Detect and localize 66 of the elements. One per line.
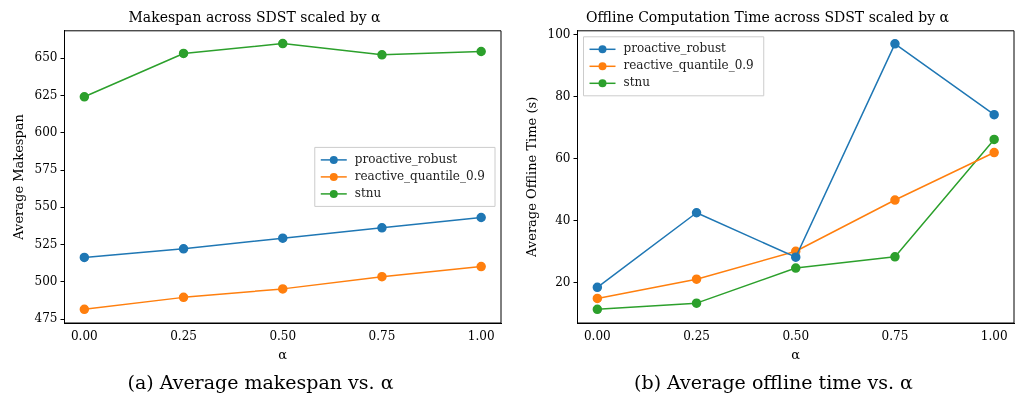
point (79, 92, 90, 102)
y-tick-label: 600 (34, 124, 58, 139)
legend-label: stnu (354, 186, 382, 201)
point (592, 293, 603, 304)
point (592, 282, 603, 293)
point (890, 252, 900, 262)
chart-title: Offline Computation Time across SDST scaled by α (586, 9, 950, 26)
point (178, 48, 189, 59)
y-axis-title: Average Makespan (11, 113, 27, 241)
y-tick-label: 60 (555, 150, 571, 165)
point (691, 208, 702, 218)
x-tick-label: 1.00 (467, 329, 495, 344)
point (79, 304, 90, 315)
x-tick-label: 1.00 (980, 329, 1008, 344)
x-tick-label: 0.00 (583, 329, 611, 344)
point (989, 109, 999, 120)
x-tick-label: 0.75 (881, 329, 909, 344)
point (377, 50, 387, 60)
point (377, 223, 387, 233)
x-tick-label: 0.00 (70, 329, 98, 344)
y-tick-label: 550 (34, 199, 58, 214)
point (476, 212, 486, 223)
text: (b) Average offline time vs. α (634, 371, 913, 393)
point (890, 39, 900, 49)
y-tick-label: 80 (555, 88, 571, 103)
point (178, 292, 189, 303)
x-tick-label: 0.75 (368, 329, 396, 344)
x-tick-label: 0.25 (170, 329, 197, 344)
point (476, 261, 486, 272)
x-tick-label: 0.50 (782, 329, 810, 344)
point (989, 134, 999, 145)
point (791, 263, 801, 273)
y-tick-label: 20 (555, 275, 571, 290)
x-axis-title: α (278, 346, 288, 362)
y-tick-label: 650 (34, 50, 58, 65)
point (890, 195, 900, 205)
y-tick-label: 575 (34, 162, 58, 177)
point (476, 46, 486, 57)
chart-title: Makespan across SDST scaled by α (128, 9, 382, 26)
point (691, 298, 702, 308)
legend-label: proactive_robust (623, 41, 727, 56)
y-tick-label: 625 (34, 87, 58, 102)
y-tick-label: 40 (555, 212, 571, 227)
legend-label: reactive_quantile_0.9 (354, 169, 485, 184)
y-tick-label: 100 (547, 26, 571, 41)
point (178, 244, 189, 254)
point (377, 271, 387, 282)
point (691, 274, 702, 284)
y-tick-label: 475 (34, 311, 58, 326)
y-tick-label: 500 (34, 274, 58, 288)
y-axis-title: Average Offline Time (s) (524, 96, 540, 259)
y-tick-label: 525 (34, 236, 58, 251)
point (278, 284, 288, 294)
x-tick-label: 0.50 (269, 329, 297, 344)
point (278, 38, 288, 49)
point (592, 304, 603, 315)
point (79, 252, 90, 263)
x-tick-label: 0.25 (683, 329, 710, 344)
point (791, 252, 801, 262)
text: (a) Average makespan vs. α (127, 371, 394, 393)
legend-label: stnu (623, 75, 651, 90)
legend-label: reactive_quantile_0.9 (623, 58, 754, 73)
point (278, 233, 288, 243)
point (989, 147, 999, 158)
x-axis-title: α (791, 346, 801, 362)
legend-label: proactive_robust (354, 152, 458, 167)
